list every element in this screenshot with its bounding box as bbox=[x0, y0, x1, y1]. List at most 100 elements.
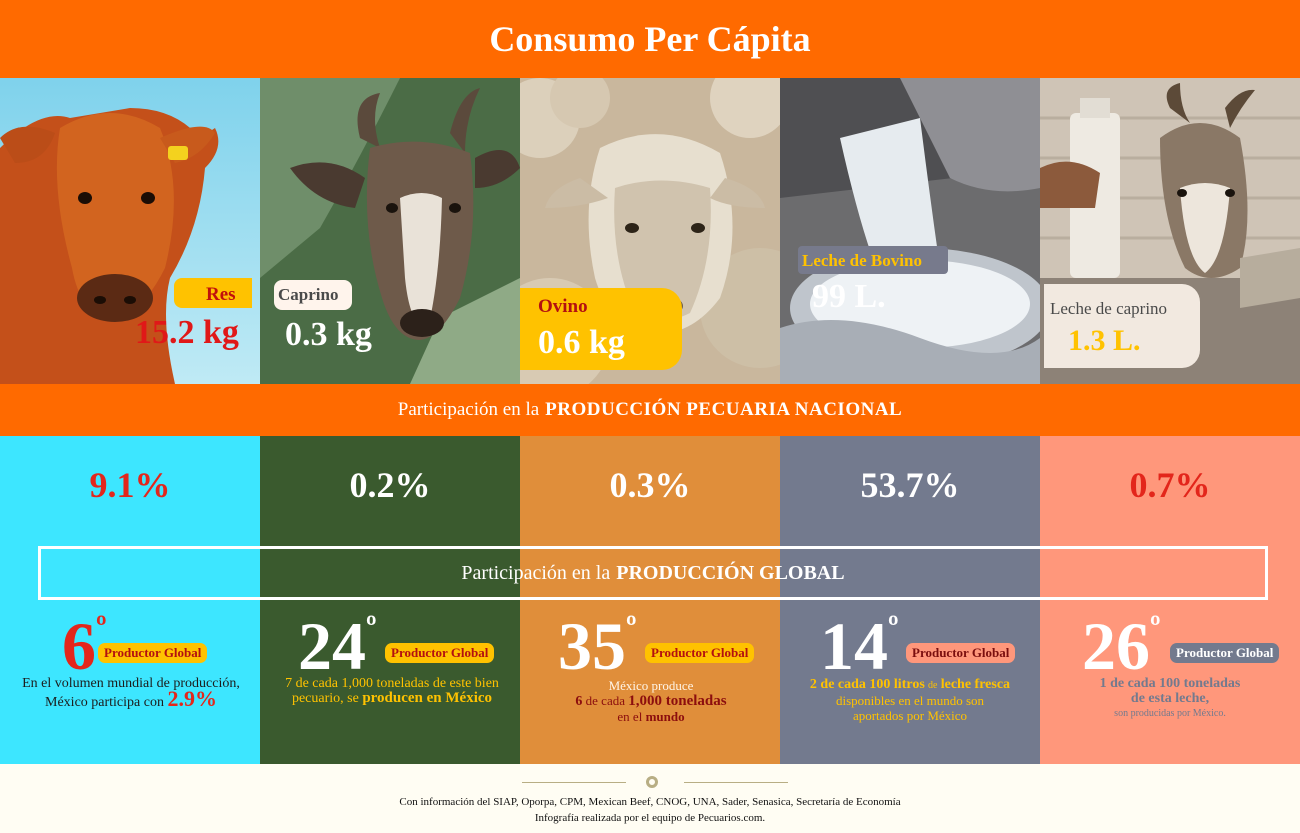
national-pct-res: 9.1% bbox=[89, 465, 171, 505]
page-title: Consumo Per Cápita bbox=[489, 19, 811, 59]
rank-number: 24 bbox=[298, 608, 366, 684]
goat-milk-photo-icon bbox=[1040, 78, 1300, 384]
footer: Con información del SIAP, Oporpa, CPM, M… bbox=[0, 764, 1300, 833]
consumption-label-leche-bovino: Leche de Bovino bbox=[802, 251, 922, 270]
consumption-value-res: 15.2 kg bbox=[135, 314, 239, 351]
national-pct-caprino: 0.2% bbox=[349, 465, 431, 505]
col-res: 9.1% bbox=[0, 436, 260, 764]
desc-line-2: de esta leche, bbox=[1130, 691, 1210, 706]
desc-line-3: aportados por México bbox=[852, 708, 968, 723]
desc-line-2: disponibles en el mundo son bbox=[835, 693, 985, 708]
label-bg-leche-bovino bbox=[798, 246, 948, 274]
productor-global-badge-leche-caprino: Productor Global bbox=[1170, 643, 1280, 663]
productor-global-badge-ovino: Productor Global bbox=[645, 643, 755, 663]
global-band-prefix: Participación en la bbox=[461, 561, 611, 584]
national-band-prefix: Participación en la bbox=[397, 399, 540, 420]
global-rank-caprino: 24º bbox=[298, 608, 377, 680]
photo-ovino: Ovino 0.6 kg bbox=[520, 78, 780, 384]
consumption-label-ovino: Ovino bbox=[538, 296, 588, 317]
desc-highlight: 1,000 toneladas bbox=[628, 693, 727, 709]
rank-degree: º bbox=[888, 608, 899, 644]
desc-line-1: En el volumen mundial de producción, bbox=[22, 676, 240, 691]
photo-leche-caprino: Leche de caprino 1.3 L. bbox=[1040, 78, 1300, 384]
consumption-value-leche-bovino: 99 L. bbox=[812, 278, 886, 315]
desc-text: México participa con bbox=[45, 695, 164, 710]
rank-number: 14 bbox=[820, 608, 888, 684]
global-rank-leche-bovino: 14º bbox=[820, 608, 899, 680]
label-bg-leche-caprino bbox=[1044, 284, 1200, 368]
national-pct-ovino: 0.3% bbox=[609, 465, 691, 505]
national-pct-leche-caprino: 0.7% bbox=[1129, 465, 1211, 505]
productor-global-badge-caprino: Productor Global bbox=[385, 643, 495, 663]
desc-line-1: 2 de cada 100 litros de leche fresca bbox=[780, 676, 1040, 693]
footer-credit: Infografía realizada por el equipo de Pe… bbox=[534, 812, 766, 824]
national-band-emphasis: PRODUCCIÓN PECUARIA NACIONAL bbox=[545, 399, 903, 420]
rank-number: 6 bbox=[62, 608, 96, 684]
col-ovino: 0.3% bbox=[520, 436, 780, 764]
consumption-label-res: Res bbox=[206, 284, 236, 305]
desc-highlight: 2.9% bbox=[167, 686, 217, 711]
desc-text: de bbox=[928, 680, 938, 691]
rank-degree: º bbox=[366, 608, 377, 644]
rank-degree: º bbox=[96, 608, 107, 644]
desc-text: en el bbox=[617, 709, 643, 724]
consumption-value-caprino: 0.3 kg bbox=[285, 316, 372, 353]
col-caprino: 0.2% bbox=[260, 436, 520, 764]
productor-global-badge-leche-bovino: Productor Global bbox=[906, 643, 1016, 663]
label-bg-res bbox=[174, 278, 252, 308]
goat-photo-icon bbox=[260, 78, 520, 384]
global-participation-band: Participación en la PRODUCCIÓN GLOBAL bbox=[38, 546, 1268, 600]
footer-divider-left bbox=[522, 782, 626, 783]
global-desc-res: En el volumen mundial de producción, Méx… bbox=[0, 676, 262, 710]
desc-highlight: 2 de cada 100 litros bbox=[809, 677, 925, 692]
global-desc-leche-bovino: 2 de cada 100 litros de leche fresca dis… bbox=[780, 676, 1040, 723]
desc-line-3: en el mundo bbox=[520, 709, 782, 724]
desc-text: de cada bbox=[585, 693, 625, 708]
global-rank-res: 6º bbox=[62, 608, 107, 680]
desc-line-2: pecuario, se producen en México bbox=[262, 690, 522, 707]
global-desc-leche-caprino: 1 de cada 100 toneladas de esta leche, s… bbox=[1040, 676, 1300, 721]
rank-degree: º bbox=[1150, 608, 1161, 644]
national-pct-leche-bovino: 53.7% bbox=[860, 465, 960, 505]
rank-number: 35 bbox=[558, 608, 626, 684]
footer-ornament-icon bbox=[646, 776, 658, 788]
global-desc-ovino: México produce 6 de cada 1,000 toneladas… bbox=[520, 678, 782, 724]
label-bg-caprino bbox=[274, 280, 352, 310]
desc-highlight: leche fresca bbox=[940, 677, 1011, 692]
desc-highlight: 6 bbox=[575, 694, 583, 709]
desc-highlight: mundo bbox=[645, 709, 685, 724]
cow-photo-icon bbox=[0, 78, 260, 384]
photo-caprino: Caprino 0.3 kg bbox=[260, 78, 520, 384]
consumption-label-leche-caprino: Leche de caprino bbox=[1050, 299, 1168, 318]
consumption-value-ovino: 0.6 kg bbox=[538, 324, 625, 361]
footer-sources: Con información del SIAP, Oporpa, CPM, M… bbox=[399, 796, 901, 808]
rank-number: 26 bbox=[1082, 608, 1150, 684]
desc-line-2: México participa con 2.9% bbox=[0, 688, 262, 711]
global-band-emphasis: PRODUCCIÓN GLOBAL bbox=[616, 561, 845, 584]
global-rank-leche-caprino: 26º bbox=[1082, 608, 1161, 680]
desc-line-1: 7 de cada 1,000 toneladas de este bien bbox=[285, 676, 499, 691]
desc-highlight: producen en México bbox=[362, 690, 493, 706]
col-leche-bovino: 53.7% bbox=[780, 436, 1040, 764]
consumption-value-leche-caprino: 1.3 L. bbox=[1068, 324, 1141, 357]
consumption-label-caprino: Caprino bbox=[278, 285, 339, 304]
label-bg-ovino bbox=[520, 288, 682, 370]
desc-line-3: son producidas por México. bbox=[1114, 708, 1226, 719]
global-desc-caprino: 7 de cada 1,000 toneladas de este bien p… bbox=[262, 676, 522, 706]
desc-text: pecuario, se bbox=[291, 691, 359, 706]
col-leche-caprino: 0.7% bbox=[1040, 436, 1300, 764]
milk-pour-photo-icon bbox=[780, 78, 1040, 384]
national-participation-band: Participación en la PRODUCCIÓN PECUARIA … bbox=[0, 384, 1300, 436]
footer-divider-right bbox=[684, 782, 788, 783]
desc-line-1: 1 de cada 100 toneladas bbox=[1099, 676, 1241, 691]
consumption-photos: Res 15.2 kg Caprino 0.3 kg bbox=[0, 78, 1300, 384]
desc-line-1: México produce bbox=[608, 678, 694, 693]
desc-line-2: 6 de cada 1,000 toneladas bbox=[520, 693, 782, 709]
title-banner: Consumo Per Cápita bbox=[0, 0, 1300, 78]
productor-global-badge-res: Productor Global bbox=[98, 643, 208, 663]
photo-res: Res 15.2 kg bbox=[0, 78, 260, 384]
rank-degree: º bbox=[626, 608, 637, 644]
global-rank-ovino: 35º bbox=[558, 608, 637, 680]
photo-leche-bovino: Leche de Bovino 99 L. bbox=[780, 78, 1040, 384]
participation-columns: 9.1% 0.2% 0.3% 53.7% 0.7% bbox=[0, 436, 1300, 764]
